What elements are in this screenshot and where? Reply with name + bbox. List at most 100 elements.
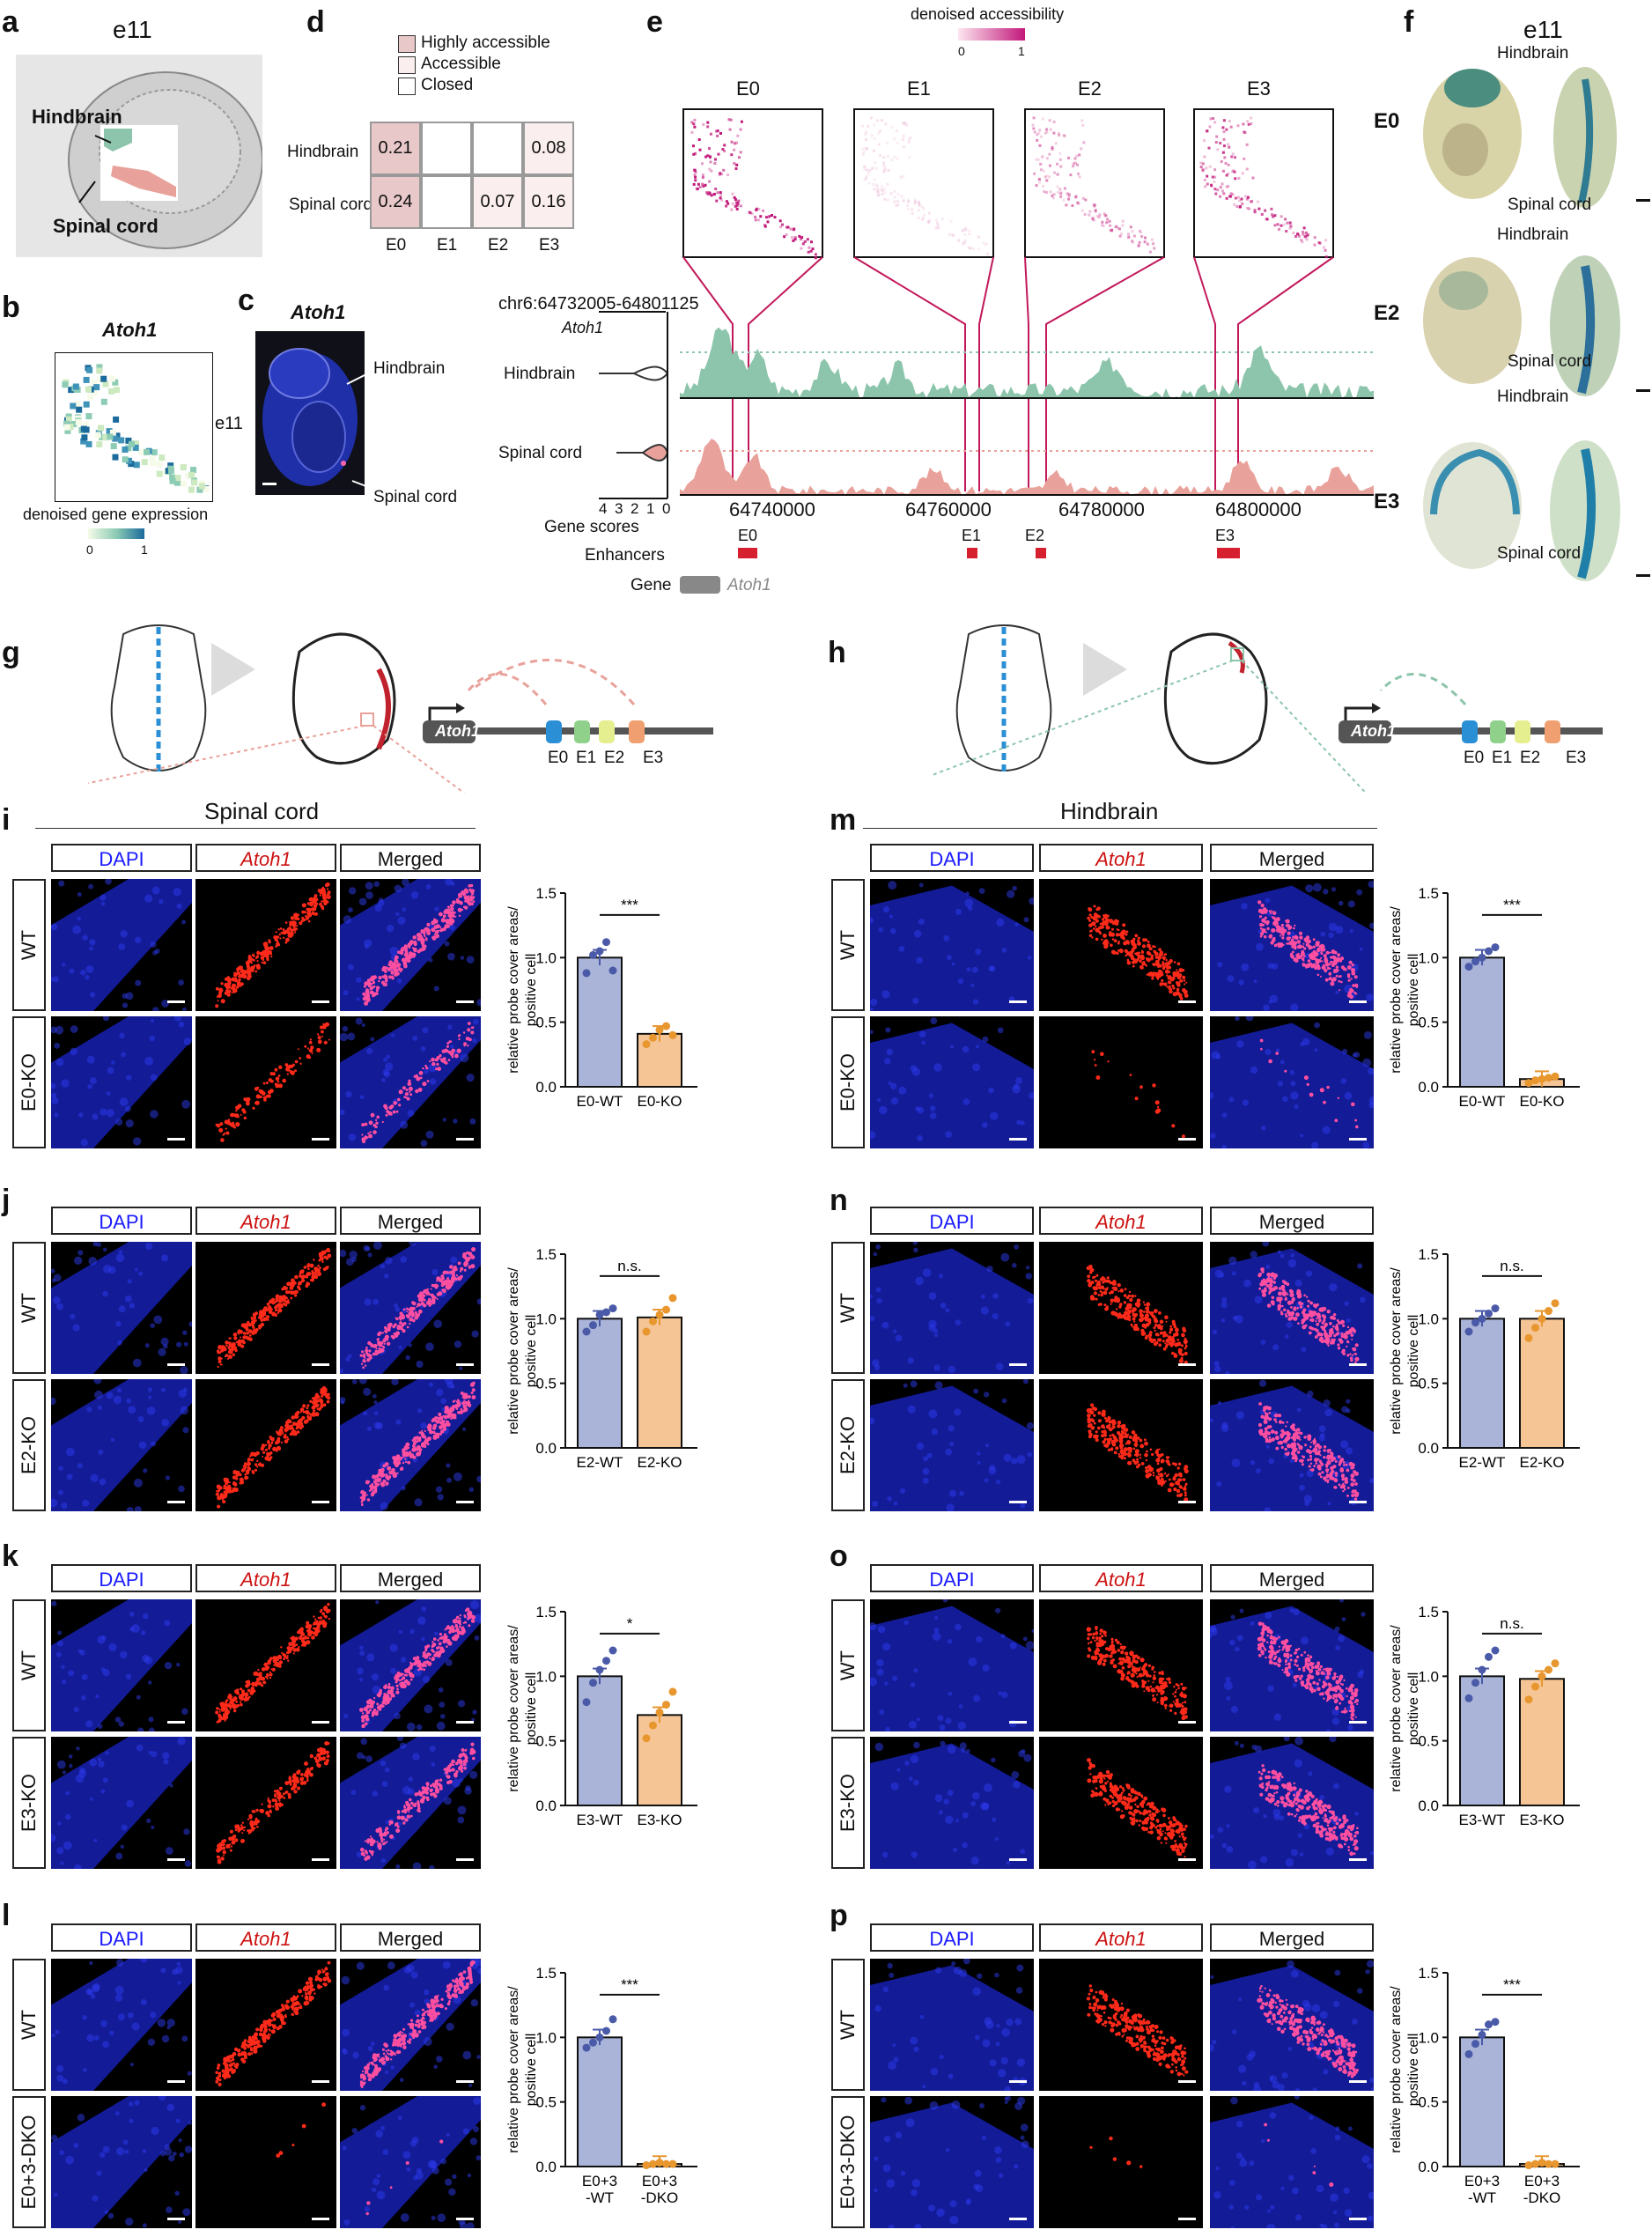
panel-a-spinal-label: Spinal cord xyxy=(53,215,159,237)
sig-label: *** xyxy=(621,1976,638,1993)
bar xyxy=(577,956,623,1089)
panel-e-track-hindbrain: Hindbrain xyxy=(504,365,576,383)
panel-f-title: e11 xyxy=(1523,16,1563,43)
y-tick-label: 0.0 xyxy=(1418,1798,1439,1814)
panel-letter-b: b xyxy=(2,291,20,324)
y-tick-label: 1.5 xyxy=(1418,885,1439,902)
y-axis-label: relative probe cover areas/positive cell xyxy=(1389,906,1421,1074)
data-point xyxy=(1485,1309,1493,1318)
row-label: E0+3-DKO xyxy=(831,2096,865,2228)
panel-letter-n: n xyxy=(830,1184,848,1217)
micrograph-image xyxy=(340,1242,481,1374)
row-label: E3-KO xyxy=(12,1737,46,1869)
panel-e-gene-score-tick: 0 xyxy=(662,500,671,517)
col-header-dapi: DAPI xyxy=(51,1564,192,1592)
row-label: E0-KO xyxy=(831,1016,865,1148)
micrograph-image xyxy=(340,879,481,1011)
panel-e-enh-mark-e0 xyxy=(738,548,757,558)
y-axis-label: relative probe cover areas/positive cell xyxy=(506,1625,539,1792)
y-tick-label: 1.5 xyxy=(535,1604,557,1621)
data-point xyxy=(582,2043,591,2052)
panel-d-legend-highly: Highly accessible xyxy=(421,33,550,52)
data-point xyxy=(589,950,597,959)
panel-d-grid: 0.21 0.08 0.24 0.07 0.16 xyxy=(370,122,574,229)
col-header-merged: Merged xyxy=(340,1207,481,1235)
y-tick-label: 1.0 xyxy=(1418,2029,1439,2046)
panel-d-cell xyxy=(472,122,523,175)
row-label: WT xyxy=(12,1599,46,1731)
col-header-merged: Merged xyxy=(340,844,481,872)
bar xyxy=(1459,1318,1505,1450)
y-tick-label: 0.5 xyxy=(535,2094,557,2111)
y-tick-label: 0.5 xyxy=(1418,2094,1439,2111)
data-point xyxy=(655,1025,664,1034)
y-tick-label: 0.0 xyxy=(535,1440,557,1457)
panel-h-enh-e0: E0 xyxy=(1464,749,1485,767)
panel-h-enh-e2: E2 xyxy=(1520,749,1541,767)
y-tick-label: 1.0 xyxy=(535,1668,557,1685)
data-point xyxy=(602,938,610,947)
panel-e-legend-max: 1 xyxy=(1018,44,1025,58)
data-point xyxy=(602,1657,610,1665)
data-point xyxy=(662,1022,670,1030)
col-header-merged: Merged xyxy=(1210,1207,1374,1235)
row-label: WT xyxy=(831,1599,865,1731)
data-point xyxy=(608,1304,617,1313)
data-point xyxy=(1531,2159,1539,2168)
y-axis-label: relative probe cover areas/positive cell xyxy=(506,1986,539,2153)
data-point xyxy=(1545,1074,1552,1082)
row-label: WT xyxy=(12,1959,46,2091)
panel-h-gene: Atoh1 xyxy=(1351,722,1396,740)
data-point xyxy=(1551,1659,1560,1668)
x-category-label: E0-KO xyxy=(1519,1093,1564,1110)
panel-f-e2-hindbrain: Hindbrain xyxy=(1497,225,1569,244)
sig-label: n.s. xyxy=(1500,1258,1523,1274)
micrograph-image xyxy=(1210,1959,1374,2091)
y-axis-label: relative probe cover areas/positive cell xyxy=(506,1267,539,1435)
micrograph-image xyxy=(340,1737,481,1869)
panel-e-track-spinal: Spinal cord xyxy=(498,444,583,462)
bar-chart-m: 0.0 0.5 1.0 1.5 relative probe cover areas/p… xyxy=(1389,885,1580,1110)
panel-e-gene-score-tick: 3 xyxy=(615,500,623,517)
panel-letter-k: k xyxy=(2,1539,18,1573)
panel-e-tracks xyxy=(599,108,1374,499)
panel-letter-p: p xyxy=(830,1899,848,1932)
micrograph-image xyxy=(195,1379,336,1511)
y-tick-label: 1.5 xyxy=(1418,1965,1439,1982)
col-header-dapi: DAPI xyxy=(51,1923,192,1952)
micrograph-image xyxy=(870,879,1034,1011)
micrograph-image xyxy=(51,1959,192,2091)
bar xyxy=(637,1316,682,1449)
x-category-label: E0+3 -WT xyxy=(582,2173,617,2206)
micrograph-image xyxy=(1210,1016,1374,1148)
y-tick-label: 1.0 xyxy=(1418,1310,1439,1327)
x-category-label: E0-KO xyxy=(637,1093,682,1110)
panel-letter-f: f xyxy=(1404,5,1414,39)
panel-g-schematic xyxy=(88,624,713,793)
data-point xyxy=(1531,1324,1539,1333)
y-tick-label: 1.0 xyxy=(1418,949,1439,966)
panel-g-enh-e2: E2 xyxy=(604,749,625,767)
data-point xyxy=(662,2159,670,2168)
y-tick-label: 1.0 xyxy=(535,2029,557,2046)
sig-label: *** xyxy=(621,897,638,913)
data-point xyxy=(1524,1079,1533,1088)
data-point xyxy=(1538,2159,1546,2167)
y-tick-label: 0.5 xyxy=(535,1015,557,1031)
data-point xyxy=(668,1030,677,1039)
panel-a-tissue-image xyxy=(16,55,262,257)
micrograph-image xyxy=(340,1016,481,1148)
y-tick-label: 0.0 xyxy=(1418,2159,1439,2175)
panel-e-gene-score-tick: 1 xyxy=(646,500,655,517)
panel-d-col-e3: E3 xyxy=(539,236,560,255)
panel-letter-d: d xyxy=(306,5,325,39)
x-category-label: E2-WT xyxy=(1459,1454,1506,1471)
data-point xyxy=(608,2015,617,2024)
micrograph-image xyxy=(1039,1016,1203,1148)
data-point xyxy=(1485,2020,1493,2029)
data-point xyxy=(1531,1076,1539,1085)
panel-f-row-e3: E3 xyxy=(1374,490,1400,513)
panel-d-cell xyxy=(421,175,472,229)
data-point xyxy=(668,2159,677,2168)
panel-e-enh-mark-e1 xyxy=(967,548,977,558)
